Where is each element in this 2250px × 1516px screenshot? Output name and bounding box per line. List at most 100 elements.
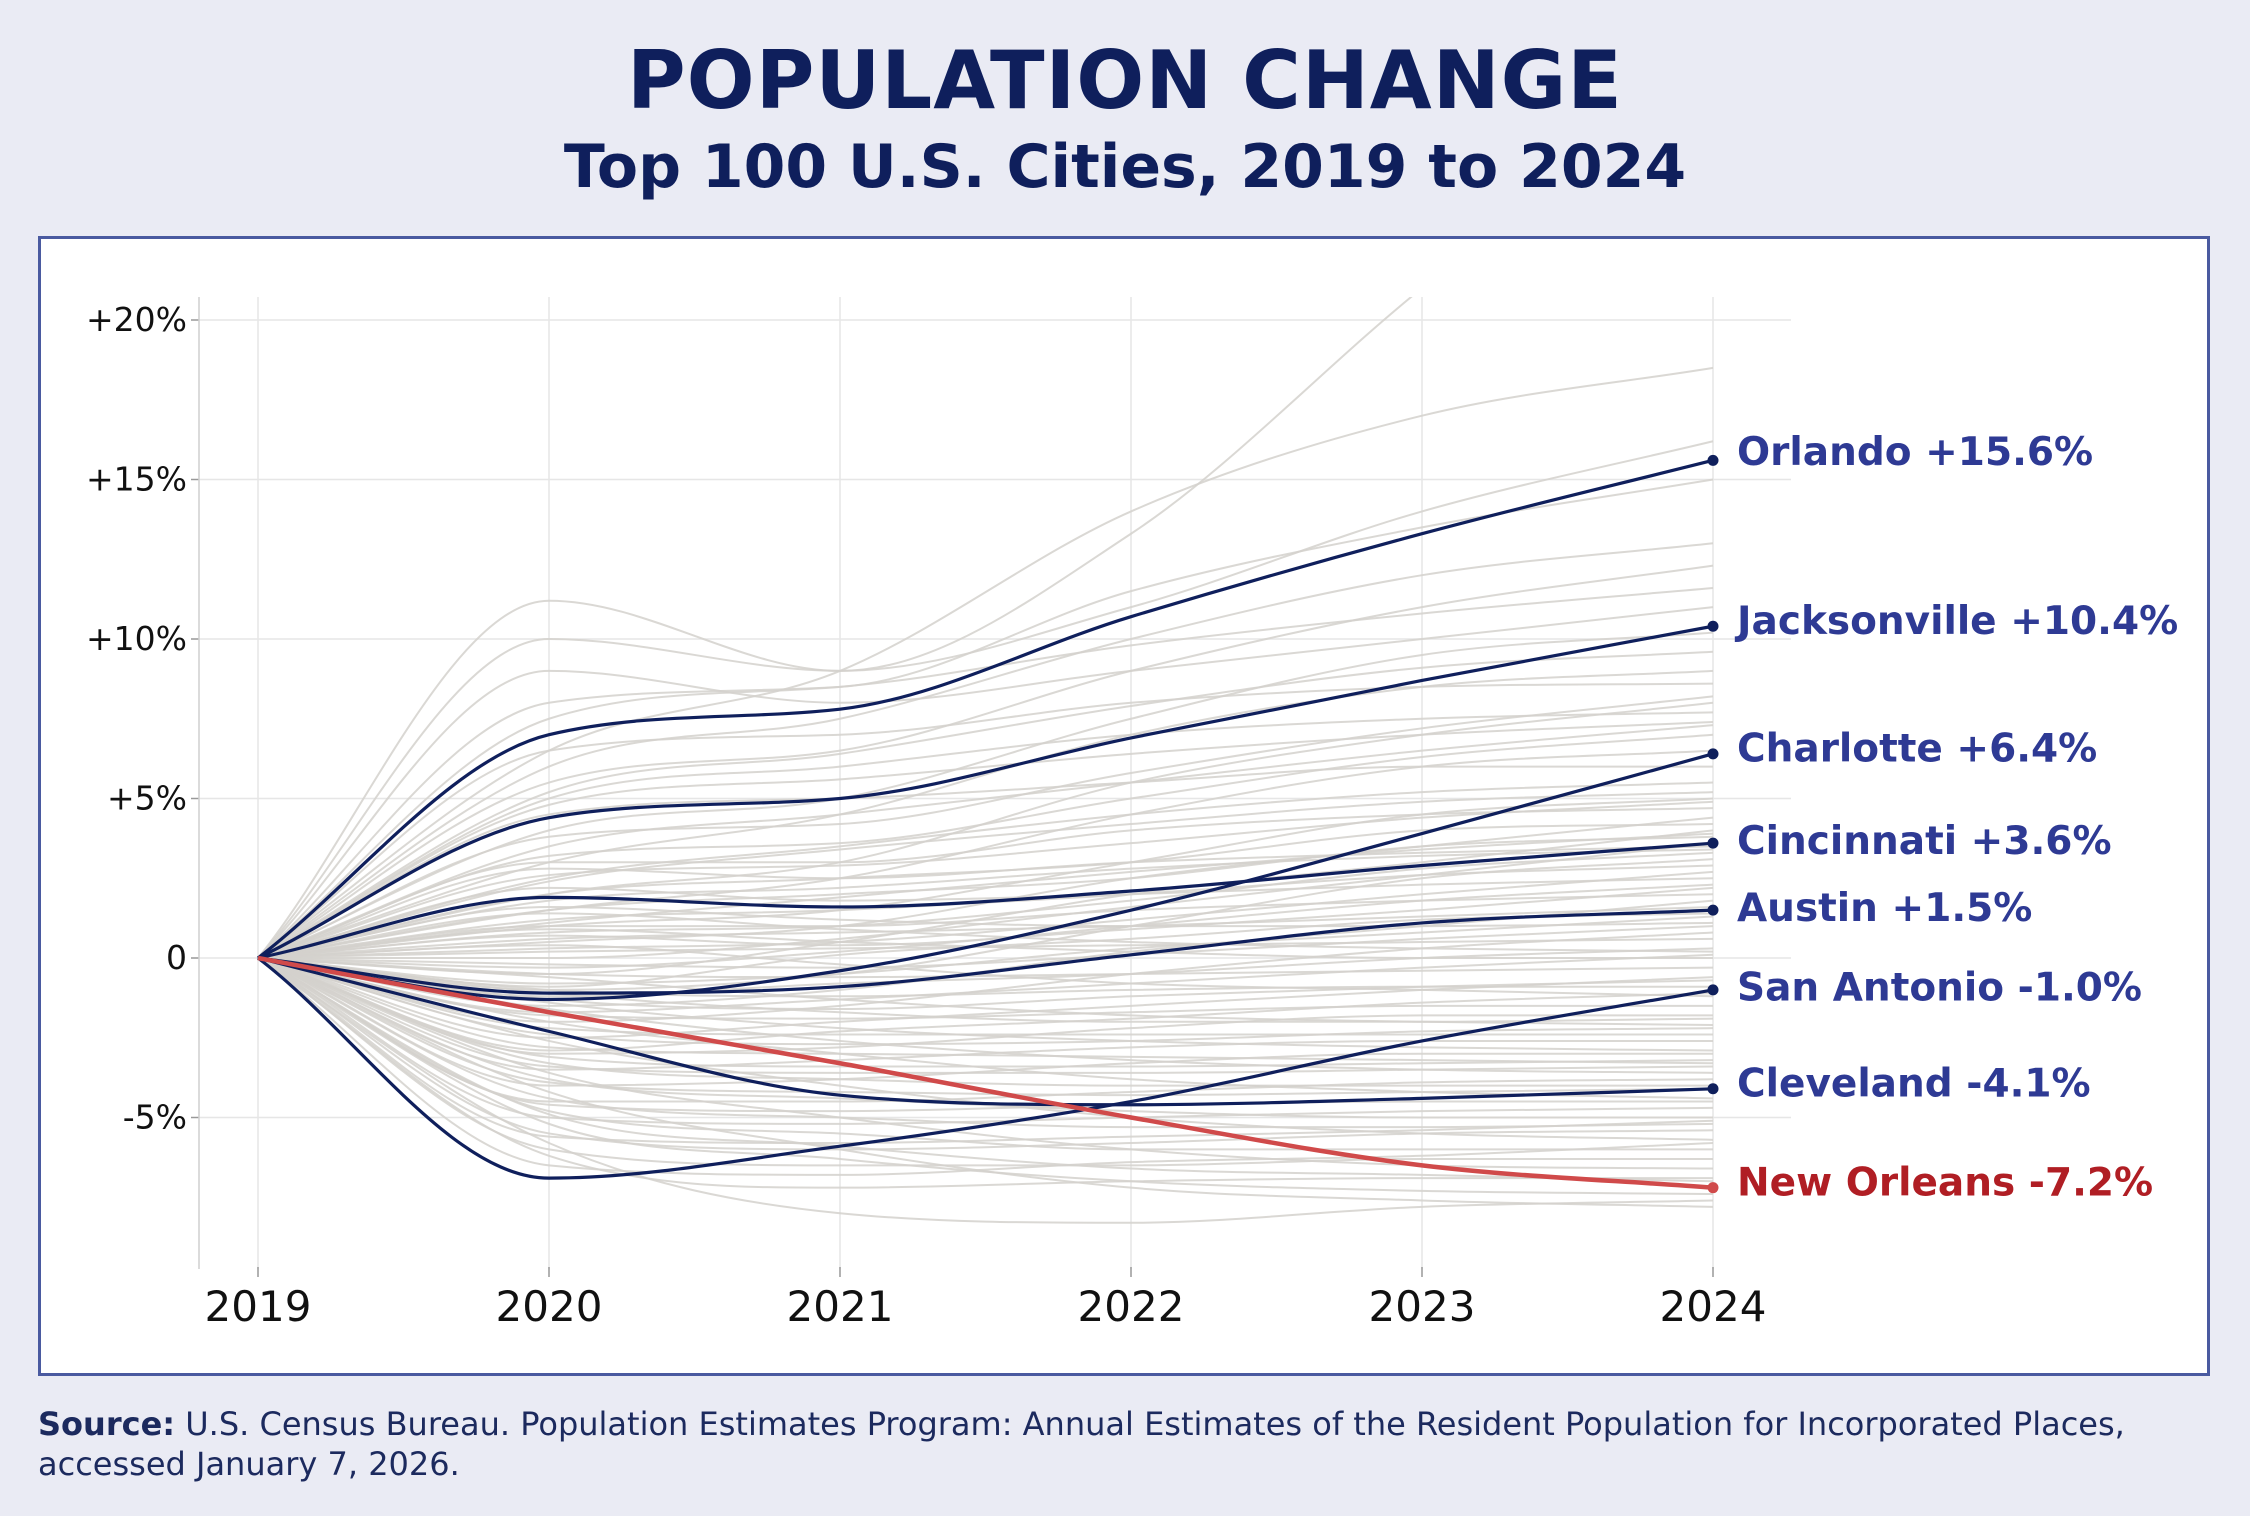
x-tick-label: 2024 — [1660, 1282, 1767, 1331]
background-series-line — [257, 791, 1714, 959]
background-series-line — [257, 297, 1413, 959]
y-tick-label: +15% — [86, 460, 187, 499]
background-series-line — [257, 944, 1714, 998]
background-series-line — [257, 957, 1714, 979]
jacksonville-label: Jacksonville +10.4% — [1734, 599, 2178, 644]
background-series-line — [257, 765, 1713, 959]
background-series-line — [257, 781, 1714, 959]
series-labels: Orlando +15.6% Jacksonville +10.4% Charlot… — [1734, 430, 2178, 1206]
background-series-line — [257, 928, 1713, 960]
orlando-label: Orlando +15.6% — [1737, 430, 2093, 475]
x-tick-label: 2020 — [496, 1282, 603, 1331]
background-series-line — [257, 957, 1714, 1224]
background-series-line — [257, 848, 1714, 959]
background-series-line — [257, 564, 1714, 959]
orlando-line — [257, 458, 1714, 960]
background-series-line — [257, 957, 1714, 1125]
background-series-line — [257, 957, 1714, 1145]
background-series-line — [257, 905, 1714, 959]
austin-end-point — [1707, 904, 1719, 916]
background-series-line — [257, 851, 1714, 959]
background-series-line — [257, 733, 1714, 959]
background-series-line — [257, 957, 1714, 1074]
background-series-line — [257, 870, 1714, 959]
background-series-line — [257, 957, 1714, 1208]
jacksonville-line — [257, 624, 1714, 960]
background-series-line — [257, 695, 1714, 959]
cincinnati-line — [257, 841, 1714, 960]
y-tick-label: +5% — [107, 779, 187, 818]
background-series-line — [257, 631, 1714, 959]
background-series-line — [257, 720, 1714, 959]
new-orleans-line — [257, 955, 1714, 1190]
austin-label: Austin +1.5% — [1737, 886, 2032, 931]
background-series-line — [257, 440, 1714, 959]
new-orleans-label: New Orleans -7.2% — [1737, 1160, 2153, 1205]
background-series-line — [257, 957, 1714, 1097]
background-series-line — [257, 478, 1714, 959]
background-series-line — [257, 606, 1714, 959]
background-series-line — [257, 842, 1714, 960]
cleveland-label: Cleveland -4.1% — [1737, 1061, 2091, 1106]
austin-line — [257, 908, 1714, 995]
background-series-line — [257, 953, 1714, 1014]
background-series-line — [257, 957, 1714, 1023]
x-tick-label: 2021 — [787, 1282, 894, 1331]
axes: 2019 2020 2021 2022 2023 2024 +20% +15% +10% +5% 0… — [86, 297, 1766, 1331]
background-series-line — [257, 912, 1714, 988]
san-antonio-end-point — [1707, 984, 1719, 996]
x-tick-label: 2022 — [1078, 1282, 1185, 1331]
jacksonville-end-point — [1707, 620, 1719, 632]
background-series-line — [257, 807, 1714, 959]
background-series-line — [257, 886, 1714, 959]
orlando-end-point — [1707, 454, 1719, 466]
background-series-line — [257, 957, 1714, 1129]
background-series-line — [257, 957, 1714, 1011]
source-note: Source: U.S. Census Bureau. Population E… — [38, 1404, 2188, 1484]
cleveland-end-point — [1707, 1083, 1719, 1095]
charlotte-line — [257, 752, 1714, 1002]
highlighted-series — [257, 454, 1719, 1194]
background-series-line — [257, 957, 1714, 1039]
background-series-line — [257, 957, 1714, 1176]
background-series-line — [257, 542, 1714, 959]
background-series-line — [257, 845, 1714, 959]
y-tick-label: -5% — [123, 1098, 187, 1137]
x-tick-label: 2023 — [1369, 1282, 1476, 1331]
san-antonio-line — [257, 956, 1714, 1180]
source-text: U.S. Census Bureau. Population Estimates… — [38, 1405, 2125, 1483]
chart-panel: 2019 2020 2021 2022 2023 2024 +20% +15% +10% +5% 0… — [38, 236, 2210, 1376]
chart-title: POPULATION CHANGE — [627, 34, 1623, 127]
background-series-line — [257, 957, 1713, 1087]
background-series-line — [257, 957, 1713, 1071]
background-series — [257, 297, 1714, 1224]
background-series-line — [257, 957, 1714, 1100]
background-series-line — [257, 931, 1714, 1023]
background-series-line — [257, 711, 1714, 959]
background-series-line — [257, 724, 1714, 959]
san-antonio-label: San Antonio -1.0% — [1737, 966, 2142, 1011]
x-tick-label: 2019 — [205, 1282, 312, 1331]
background-series-line — [257, 832, 1714, 959]
chart-subtitle: Top 100 U.S. Cities, 2019 to 2024 — [563, 132, 1687, 202]
background-series-line — [257, 682, 1714, 959]
charlotte-end-point — [1707, 748, 1719, 760]
charlotte-label: Charlotte +6.4% — [1737, 726, 2097, 771]
y-tick-label: +10% — [86, 619, 187, 658]
background-series-line — [257, 957, 1714, 1068]
background-series-line — [257, 366, 1714, 959]
population-line-chart: 2019 2020 2021 2022 2023 2024 +20% +15% +10% +5% 0… — [86, 297, 2178, 1331]
background-series-line — [257, 957, 1714, 1052]
y-tick-label: 0 — [166, 938, 187, 977]
cleveland-line — [257, 956, 1714, 1107]
background-series-line — [257, 915, 1714, 985]
new-orleans-end-point — [1707, 1182, 1719, 1194]
cincinnati-end-point — [1707, 837, 1719, 849]
source-label: Source: — [38, 1405, 176, 1443]
background-series-line — [257, 912, 1714, 959]
background-series-line — [257, 586, 1714, 959]
background-series-line — [257, 800, 1714, 959]
background-series-line — [257, 957, 1714, 1065]
cincinnati-label: Cincinnati +3.6% — [1737, 819, 2112, 864]
background-series-line — [257, 957, 1713, 1020]
